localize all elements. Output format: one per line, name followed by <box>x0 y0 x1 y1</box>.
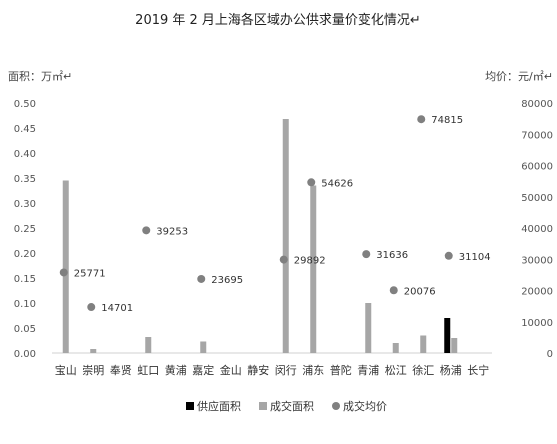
legend-swatch <box>259 402 267 410</box>
deal-area-bar <box>90 349 97 353</box>
price-point <box>142 226 151 235</box>
legend-swatch <box>332 402 340 410</box>
price-point <box>197 274 206 283</box>
deal-area-bar <box>392 343 399 353</box>
left-tick-label: 0.15 <box>14 274 36 285</box>
left-axis-title: 面积：万㎡↵ <box>8 70 72 83</box>
deal-area-bar <box>282 119 289 353</box>
legend-label: 供应面积 <box>197 399 241 413</box>
price-data-label: 29892 <box>294 256 326 267</box>
deal-area-bar <box>145 337 152 353</box>
right-tick-label: 80000 <box>521 99 553 110</box>
price-data-label: 25771 <box>74 268 106 279</box>
right-tick-label: 50000 <box>521 193 553 204</box>
left-tick-label: 0.05 <box>14 324 36 335</box>
right-tick-label: 30000 <box>521 255 553 266</box>
price-point <box>389 286 398 295</box>
right-tick-label: 0 <box>547 349 553 360</box>
price-point <box>59 268 68 277</box>
category-label: 杨浦 <box>440 363 462 377</box>
category-label: 普陀 <box>330 363 352 377</box>
legend-label: 成交面积 <box>270 399 314 413</box>
right-axis-title: 均价：元/㎡↵ <box>485 70 553 83</box>
left-axis-ticks: 0.00 0.05 0.10 0.15 0.20 0.25 0.30 0.35 0.40 0.45… <box>14 99 36 360</box>
deal-area-bar <box>310 185 317 353</box>
chart-title: 2019 年 2 月上海各区域办公供求量价变化情况↵ <box>135 12 421 28</box>
left-tick-label: 0.00 <box>14 349 36 360</box>
category-label: 长宁 <box>467 363 489 377</box>
price-data-label: 54626 <box>321 178 353 189</box>
category-label: 黄浦 <box>165 363 187 377</box>
price-point <box>87 303 96 312</box>
price-points: 25771 14701 39253 23695 29892 54626 31636 20076… <box>59 115 491 314</box>
deal-area-bar <box>451 338 458 353</box>
price-data-label: 20076 <box>404 286 436 297</box>
category-label: 嘉定 <box>192 363 214 377</box>
price-point <box>279 255 288 264</box>
price-point <box>307 178 316 187</box>
legend: 供应面积 成交面积 成交均价 <box>186 399 387 413</box>
right-tick-label: 60000 <box>521 162 553 173</box>
supply-area-bar <box>444 318 451 353</box>
category-label: 静安 <box>247 363 269 377</box>
right-tick-label: 20000 <box>521 287 553 298</box>
category-label: 浦东 <box>302 364 324 377</box>
price-data-label: 14701 <box>101 303 133 314</box>
left-tick-label: 0.30 <box>14 199 36 210</box>
price-data-label: 23695 <box>211 275 243 286</box>
category-label: 松江 <box>385 363 407 377</box>
deal-area-bar <box>420 335 427 353</box>
price-point <box>444 251 453 260</box>
legend-label: 成交均价 <box>343 399 387 413</box>
right-tick-label: 40000 <box>521 224 553 235</box>
category-label: 宝山 <box>55 363 77 377</box>
price-data-label: 31636 <box>376 250 408 261</box>
left-tick-label: 0.20 <box>14 249 36 260</box>
category-label: 金山 <box>220 363 242 377</box>
deal-area-bar <box>200 341 207 353</box>
category-label: 奉贤 <box>110 363 132 377</box>
legend-swatch <box>186 402 194 410</box>
left-tick-label: 0.35 <box>14 174 36 185</box>
bars <box>62 119 458 353</box>
left-tick-label: 0.45 <box>14 124 36 135</box>
price-data-label: 74815 <box>431 115 463 126</box>
category-label: 徐汇 <box>412 363 434 377</box>
right-tick-label: 70000 <box>521 130 553 141</box>
left-tick-label: 0.10 <box>14 299 36 310</box>
left-tick-label: 0.40 <box>14 149 36 160</box>
deal-area-bar <box>62 180 69 353</box>
price-point <box>362 250 371 259</box>
right-tick-label: 10000 <box>521 318 553 329</box>
category-label: 闵行 <box>275 363 297 377</box>
price-data-label: 31104 <box>459 252 491 263</box>
category-label: 青浦 <box>357 364 379 377</box>
left-tick-label: 0.25 <box>14 224 36 235</box>
right-axis-ticks: 0 10000 20000 30000 40000 50000 60000 70000 8000… <box>521 99 553 360</box>
category-label: 虹口 <box>137 364 159 377</box>
left-tick-label: 0.50 <box>14 99 36 110</box>
price-data-label: 39253 <box>156 226 188 237</box>
category-label: 崇明 <box>82 364 104 377</box>
price-point <box>417 115 426 124</box>
category-labels: 宝山 崇明 奉贤 虹口 黄浦 嘉定 金山 静安 闵行 浦东 普陀 青浦 松江 徐汇 杨浦 长宁 <box>55 363 490 377</box>
deal-area-bar <box>365 303 372 353</box>
